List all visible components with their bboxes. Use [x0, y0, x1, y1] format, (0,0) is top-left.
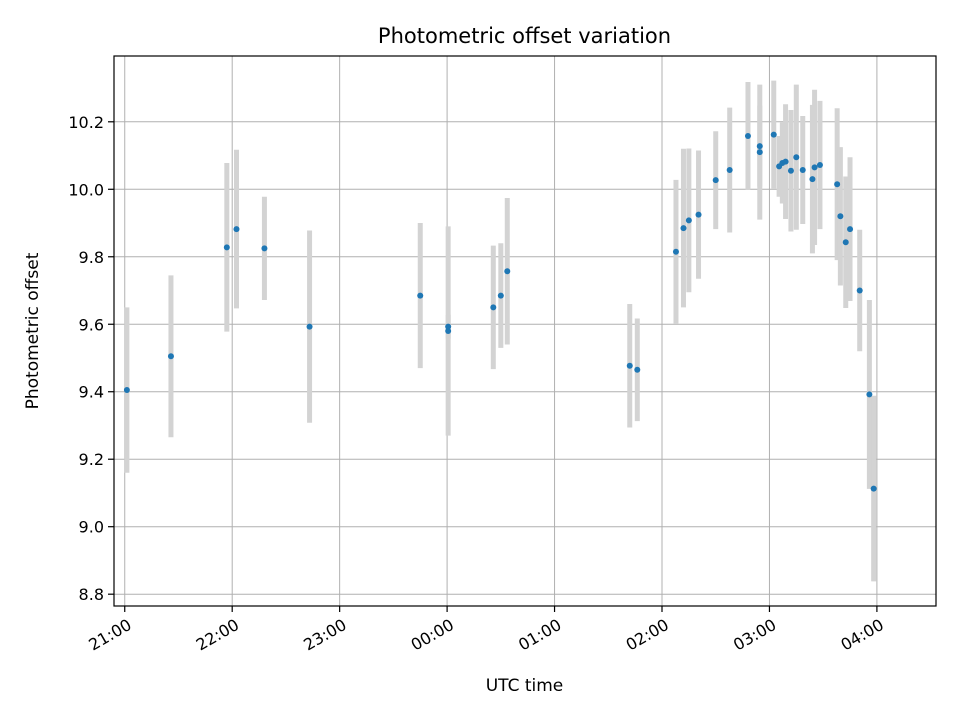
data-point: [842, 239, 849, 246]
y-tick-label: 9.6: [79, 315, 104, 334]
data-point: [726, 167, 733, 174]
data-point: [756, 149, 763, 156]
data-point: [626, 362, 633, 369]
y-tick-label: 8.8: [79, 585, 104, 604]
data-point: [809, 176, 816, 183]
chart-title: Photometric offset variation: [378, 24, 671, 48]
data-point: [223, 244, 230, 251]
data-point: [261, 245, 268, 252]
data-point: [233, 226, 240, 233]
data-point: [680, 225, 687, 232]
data-point: [866, 391, 873, 398]
data-point: [816, 161, 823, 168]
data-point: [672, 248, 679, 255]
data-point: [847, 226, 854, 233]
data-point: [811, 164, 818, 171]
data-point: [756, 143, 763, 150]
x-axis-label: UTC time: [486, 676, 564, 696]
plot-frame: [113, 55, 937, 607]
y-tick-label: 9.8: [79, 248, 104, 267]
data-point: [712, 177, 719, 184]
data-point: [445, 323, 452, 330]
data-point: [787, 167, 794, 174]
data-point: [123, 387, 130, 394]
data-point: [167, 353, 174, 360]
data-points: [123, 131, 877, 492]
data-point: [793, 154, 800, 161]
data-point: [770, 131, 777, 138]
y-tick-label: 9.4: [79, 383, 104, 402]
grid: [114, 56, 936, 606]
data-point: [490, 304, 497, 311]
data-point: [834, 181, 841, 188]
data-point: [695, 211, 702, 218]
y-tick-label: 9.0: [79, 518, 104, 537]
data-point: [685, 217, 692, 224]
data-point: [497, 292, 504, 299]
data-point: [417, 292, 424, 299]
y-tick-label: 10.2: [68, 113, 104, 132]
y-tick-label: 10.0: [68, 180, 104, 199]
data-point: [782, 158, 789, 165]
data-point: [837, 213, 844, 220]
data-point: [744, 132, 751, 139]
data-point: [504, 268, 511, 275]
y-tick-label: 9.2: [79, 450, 104, 469]
data-point: [634, 366, 641, 373]
data-point: [856, 287, 863, 294]
data-point: [445, 328, 452, 334]
data-point: [870, 485, 877, 492]
data-point: [799, 167, 806, 174]
data-point: [306, 323, 313, 330]
y-axis-label: Photometric offset: [23, 252, 43, 409]
